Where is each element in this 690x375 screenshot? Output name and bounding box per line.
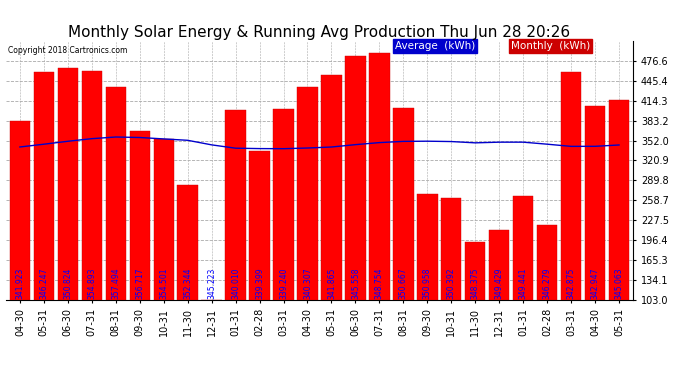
Text: 345.558: 345.558	[351, 267, 360, 299]
Text: 340.307: 340.307	[303, 267, 312, 299]
Bar	[369, 53, 390, 300]
Bar	[177, 185, 198, 300]
Bar	[417, 194, 437, 300]
Bar	[345, 56, 366, 300]
Text: 354.893: 354.893	[88, 267, 97, 299]
Text: 349.441: 349.441	[519, 267, 528, 299]
Text: 350.667: 350.667	[399, 267, 408, 299]
Bar	[465, 242, 486, 300]
Bar	[106, 87, 126, 300]
Bar	[393, 108, 413, 300]
Title: Monthly Solar Energy & Running Avg Production Thu Jun 28 20:26: Monthly Solar Energy & Running Avg Produ…	[68, 25, 571, 40]
Bar	[609, 99, 629, 300]
Bar	[273, 109, 294, 300]
Bar	[34, 72, 54, 300]
Bar	[489, 230, 509, 300]
Text: 350.392: 350.392	[447, 267, 456, 299]
Text: 342.875: 342.875	[566, 267, 575, 299]
Text: 348.754: 348.754	[375, 267, 384, 299]
Bar	[561, 72, 581, 300]
Bar	[322, 75, 342, 300]
Bar	[513, 196, 533, 300]
Text: Monthly  (kWh): Monthly (kWh)	[511, 41, 590, 51]
Text: 341.865: 341.865	[327, 267, 336, 299]
Text: 346.247: 346.247	[39, 267, 48, 299]
Bar	[81, 71, 102, 300]
Text: Copyright 2018 Cartronics.com: Copyright 2018 Cartronics.com	[8, 46, 127, 55]
Text: 357.494: 357.494	[111, 267, 120, 299]
Bar	[10, 121, 30, 300]
Text: 352.344: 352.344	[183, 267, 192, 299]
Bar	[249, 151, 270, 300]
Bar	[441, 198, 462, 300]
Text: 356.717: 356.717	[135, 267, 144, 299]
Text: 350.958: 350.958	[423, 267, 432, 299]
Text: 340.010: 340.010	[231, 267, 240, 299]
Text: 346.279: 346.279	[542, 267, 551, 299]
Text: 345.063: 345.063	[615, 267, 624, 299]
Bar	[226, 110, 246, 300]
Text: 354.501: 354.501	[159, 267, 168, 299]
Bar	[585, 106, 605, 300]
Text: 341.923: 341.923	[15, 267, 24, 299]
Bar	[130, 131, 150, 300]
Bar	[58, 68, 78, 300]
Text: Average  (kWh): Average (kWh)	[395, 41, 475, 51]
Text: 348.375: 348.375	[471, 267, 480, 299]
Text: 339.240: 339.240	[279, 267, 288, 299]
Bar	[537, 225, 558, 300]
Text: 350.824: 350.824	[63, 267, 72, 299]
Text: 342.947: 342.947	[591, 267, 600, 299]
Text: 349.429: 349.429	[495, 267, 504, 299]
Bar	[297, 87, 317, 300]
Bar	[153, 139, 174, 300]
Text: 339.399: 339.399	[255, 267, 264, 299]
Text: 345.223: 345.223	[207, 267, 216, 299]
